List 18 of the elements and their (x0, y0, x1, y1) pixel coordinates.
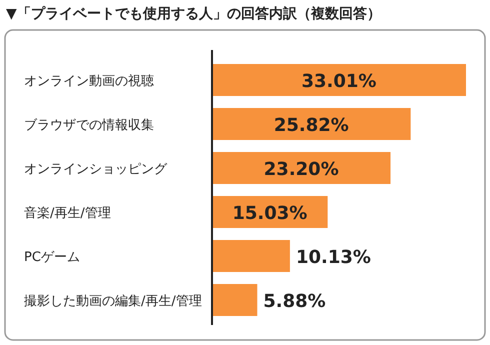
bar (212, 64, 466, 96)
bar (212, 284, 258, 316)
data-label: 10.13% (296, 247, 371, 268)
chart-title: ▼「プライベートでも使用する人」の回答内訳（複数回答） (6, 5, 381, 22)
y-tick-label: ブラウザでの情報収集 (24, 118, 154, 133)
y-tick-label: 撮影した動画の編集/再生/管理 (24, 294, 202, 309)
y-tick-label: 音楽/再生/管理 (24, 206, 111, 221)
y-tick-label: オンライン動画の視聴 (24, 74, 154, 89)
bar (212, 108, 411, 140)
y-tick-label: PCゲーム (24, 250, 80, 265)
bar (212, 152, 391, 184)
data-label: 5.88% (263, 291, 326, 312)
data-label: 25.82% (274, 115, 349, 136)
data-label: 33.01% (302, 71, 376, 92)
y-tick-label: オンラインショッピング (24, 162, 168, 177)
bar (212, 240, 290, 272)
data-label: 15.03% (232, 203, 308, 224)
data-label: 23.20% (264, 159, 339, 180)
